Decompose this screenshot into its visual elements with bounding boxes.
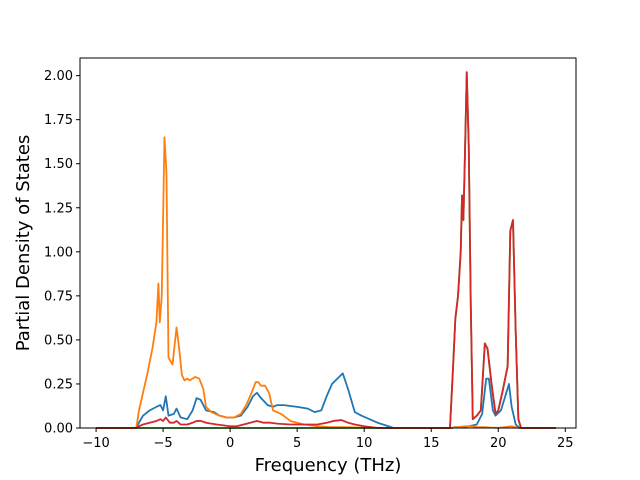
y-tick-label: 0.25 <box>44 377 73 392</box>
y-tick-label: 0.50 <box>44 333 73 348</box>
x-tick-label: 10 <box>356 436 373 451</box>
series-line-1 <box>96 372 556 429</box>
x-tick-label: 5 <box>293 436 301 451</box>
y-tick-label: 1.75 <box>44 113 73 128</box>
y-tick-label: 1.25 <box>44 201 73 216</box>
y-ticks: 0.00 0.25 0.50 0.75 1.00 1.25 1.50 1.75 2.00 <box>44 69 80 437</box>
plot-frame <box>79 57 577 429</box>
y-axis-label: Partial Density of States <box>13 135 34 352</box>
x-ticks: −10 −5 0 5 10 15 20 25 <box>82 428 574 451</box>
x-tick-label: −5 <box>154 436 173 451</box>
y-tick-label: 2.00 <box>44 69 73 84</box>
plot-area-background <box>80 58 576 428</box>
x-tick-label: −10 <box>82 436 109 451</box>
series-line-4 <box>96 71 556 429</box>
series-line-2 <box>96 136 556 429</box>
y-tick-label: 0.00 <box>44 422 73 437</box>
x-tick-label: 25 <box>557 436 574 451</box>
y-tick-label: 1.00 <box>44 245 73 260</box>
x-tick-label: 20 <box>490 436 507 451</box>
series-layer <box>96 71 556 429</box>
y-tick-label: 1.50 <box>44 157 73 172</box>
x-axis-label: Frequency (THz) <box>255 455 402 476</box>
x-tick-label: 15 <box>423 436 440 451</box>
x-tick-label: 0 <box>226 436 234 451</box>
y-tick-label: 0.75 <box>44 289 73 304</box>
